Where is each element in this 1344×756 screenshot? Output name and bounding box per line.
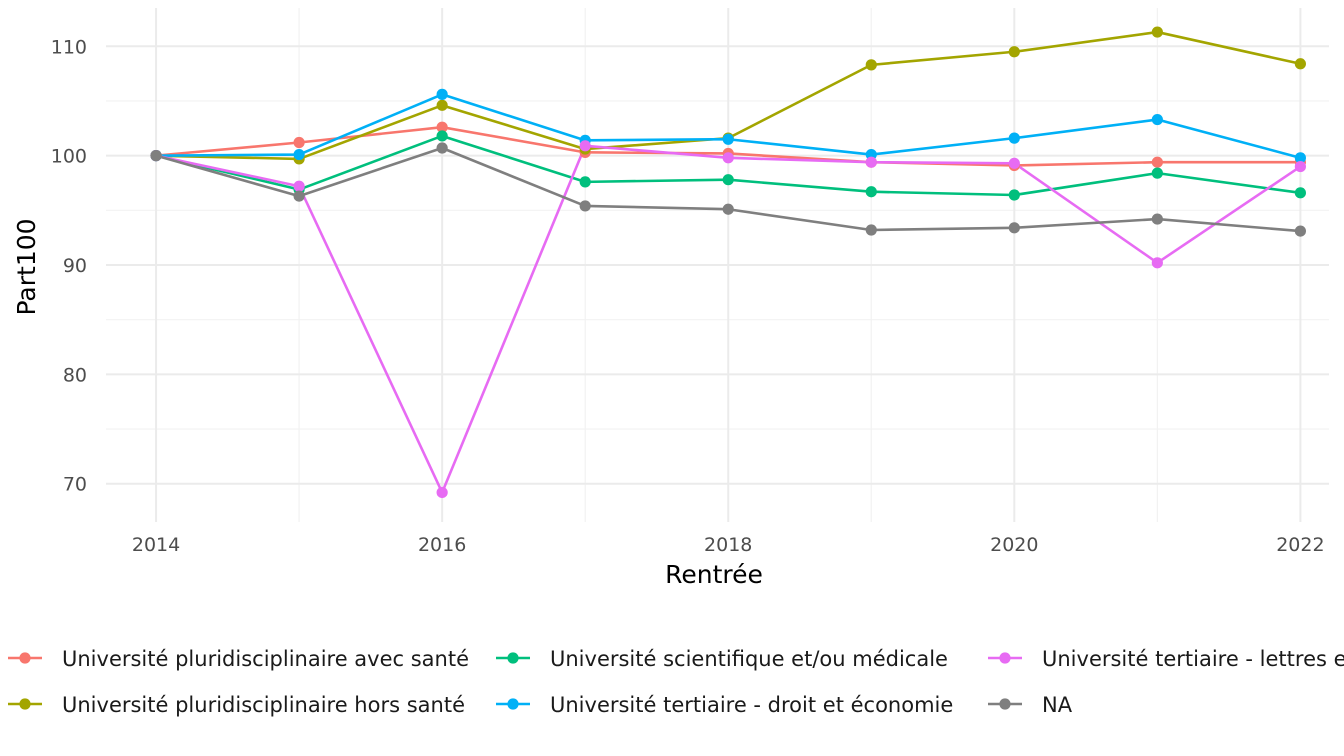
x-tick-label: 2014 <box>132 534 180 556</box>
data-point <box>722 174 734 186</box>
y-tick-label: 70 <box>63 474 87 496</box>
data-point <box>1294 225 1306 237</box>
legend: Université pluridisciplinaire avec santé… <box>8 647 1344 717</box>
data-point <box>293 180 305 192</box>
data-point <box>1151 26 1163 38</box>
legend-key-point <box>999 652 1011 664</box>
data-point <box>1294 160 1306 173</box>
x-tick-label: 2020 <box>990 534 1038 556</box>
x-tick-label: 2022 <box>1276 534 1324 556</box>
data-point <box>865 59 877 71</box>
legend-key-point <box>999 698 1011 710</box>
x-tick-label: 2018 <box>704 534 752 556</box>
legend-key-point <box>507 698 519 710</box>
legend-key-point <box>507 652 519 664</box>
data-point <box>579 176 591 188</box>
y-axis-title: Part100 <box>12 218 41 315</box>
data-point <box>436 486 448 499</box>
y-axis-ticks: 70 80 90 100 110 <box>51 36 87 495</box>
data-point <box>150 150 162 162</box>
data-point <box>436 121 448 133</box>
data-point <box>436 142 448 154</box>
legend-label: NA <box>1042 693 1073 717</box>
data-point <box>865 148 877 161</box>
legend-key-point <box>19 652 31 664</box>
data-point <box>436 130 448 142</box>
legend-label: Université tertiaire - lettres et scienc… <box>1042 647 1344 671</box>
data-point <box>1294 58 1306 70</box>
x-tick-label: 2016 <box>418 534 466 556</box>
data-point <box>1008 222 1020 234</box>
data-point <box>865 186 877 198</box>
x-axis-title: Rentrée <box>665 560 763 589</box>
y-tick-label: 80 <box>63 364 87 386</box>
data-point <box>722 133 734 145</box>
data-point <box>1294 152 1306 164</box>
data-point <box>1008 46 1020 58</box>
y-tick-label: 110 <box>51 36 87 58</box>
grid <box>106 8 1329 522</box>
data-point <box>1151 113 1163 126</box>
data-point <box>1294 187 1306 199</box>
y-tick-label: 100 <box>51 146 87 168</box>
series-group <box>150 26 1306 499</box>
data-point <box>293 190 305 202</box>
data-point <box>722 203 734 215</box>
legend-label: Université scientifique et/ou médicale <box>550 647 948 671</box>
data-point <box>1008 189 1020 201</box>
data-point <box>865 224 877 236</box>
data-point <box>1151 156 1163 168</box>
data-point <box>579 200 591 212</box>
data-point <box>579 140 591 152</box>
data-point <box>722 152 734 164</box>
legend-label: Université pluridisciplinaire hors santé <box>62 693 465 717</box>
data-point <box>1151 213 1163 225</box>
data-point <box>293 136 305 149</box>
legend-key-point <box>19 698 31 710</box>
x-axis-ticks: 2014 2016 2018 2020 2022 <box>132 534 1325 556</box>
data-point <box>1151 167 1163 179</box>
data-point <box>1151 257 1163 269</box>
legend-label: Université tertiaire - droit et économie <box>550 693 953 717</box>
y-tick-label: 90 <box>63 255 87 277</box>
data-point <box>1008 157 1020 169</box>
data-point <box>436 88 448 100</box>
data-point <box>293 148 305 161</box>
data-point <box>1008 132 1020 144</box>
data-point <box>865 156 877 168</box>
data-point <box>436 99 448 111</box>
legend-label: Université pluridisciplinaire avec santé <box>62 647 469 671</box>
